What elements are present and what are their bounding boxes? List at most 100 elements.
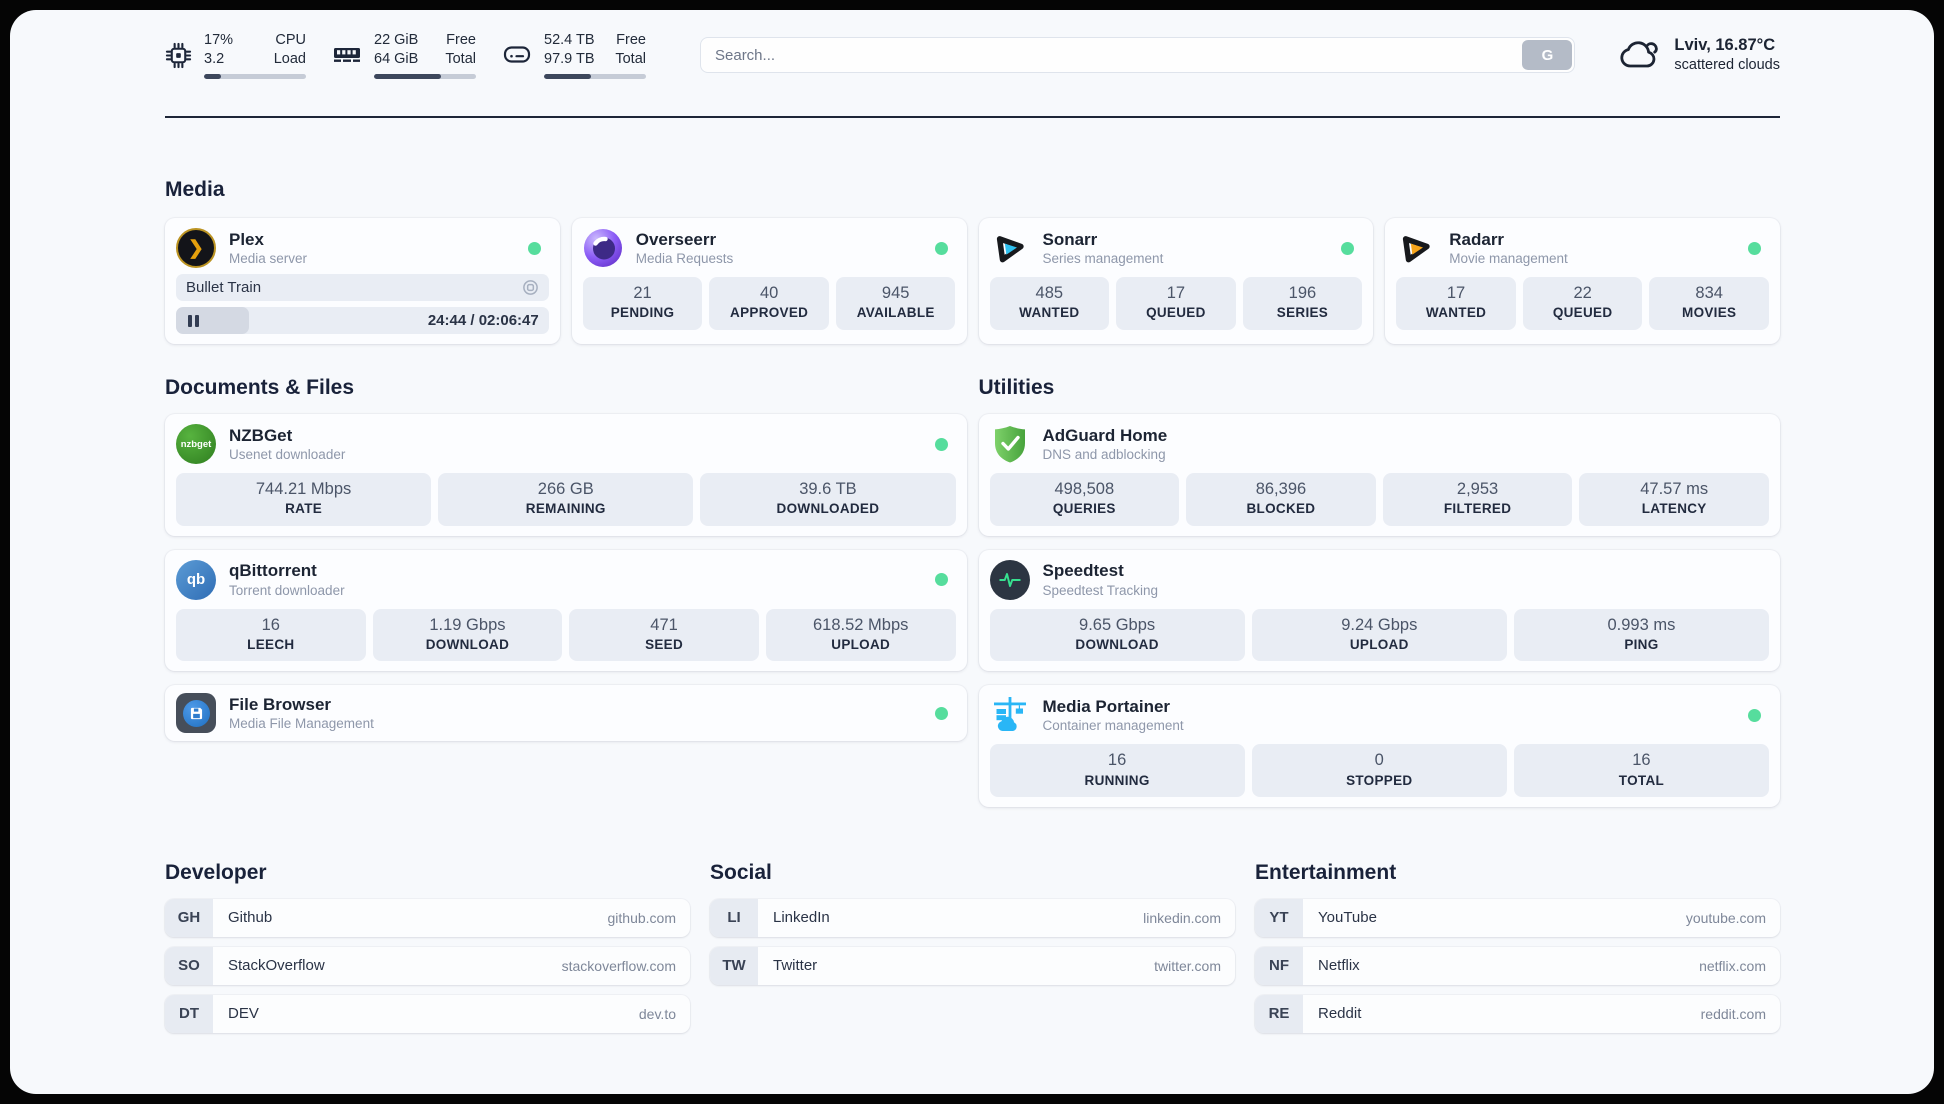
status-online-dot bbox=[1748, 241, 1761, 255]
cpu-icon bbox=[165, 42, 192, 69]
section-title-media: Media bbox=[165, 178, 225, 201]
app-name: Sonarr bbox=[1042, 229, 1098, 249]
ram-total-label: Total bbox=[445, 51, 476, 67]
link-tag: TW bbox=[710, 946, 758, 985]
ram-progress-fill bbox=[374, 73, 442, 79]
app-subtitle: Movie management bbox=[1449, 250, 1568, 266]
ram-metric: 22 GiB 64 GiB Free Total bbox=[332, 31, 476, 79]
nzbget-card[interactable]: nzbget NZBGet Usenet downloader 744.21 M… bbox=[165, 414, 967, 536]
weather-condition: scattered clouds bbox=[1674, 57, 1780, 74]
link-tag: GH bbox=[165, 898, 213, 937]
stat-box: 40 APPROVED bbox=[709, 277, 829, 330]
adguard-card[interactable]: AdGuard Home DNS and adblocking 498,508 Q… bbox=[978, 414, 1780, 536]
stat-box: 1.19 Gbps DOWNLOAD bbox=[372, 608, 563, 662]
ram-icon bbox=[332, 43, 362, 67]
social-links: LI LinkedIn linkedin.com TW Twitter twit… bbox=[710, 898, 1235, 995]
stat-box: 9.65 Gbps DOWNLOAD bbox=[989, 608, 1245, 662]
app-subtitle: Media server bbox=[229, 250, 308, 266]
portainer-card[interactable]: Media Portainer Container management 16 R… bbox=[978, 685, 1780, 807]
pause-icon[interactable] bbox=[188, 314, 199, 327]
disk-free-value: 52.4 TB bbox=[544, 32, 595, 49]
link-reddit[interactable]: RE Reddit reddit.com bbox=[1255, 994, 1780, 1033]
stat-box: 17 QUEUED bbox=[1116, 277, 1236, 330]
status-online-dot bbox=[1341, 241, 1355, 255]
link-tag: RE bbox=[1255, 994, 1303, 1033]
adguard-icon bbox=[990, 424, 1030, 464]
weather-widget: Lviv, 16.87°C scattered clouds bbox=[1617, 35, 1780, 75]
cpu-progress-track bbox=[204, 73, 306, 79]
link-tag: YT bbox=[1255, 898, 1303, 937]
now-playing-title: Bullet Train bbox=[186, 279, 262, 296]
cpu-progress-fill bbox=[204, 73, 222, 79]
dashboard-panel: 17% 3.2 CPU Load 22 GiB 64 GiB Free Total bbox=[10, 10, 1934, 1094]
link-dev[interactable]: DT DEV dev.to bbox=[165, 994, 690, 1033]
status-online-dot bbox=[934, 573, 948, 587]
app-name: Media Portainer bbox=[1042, 696, 1171, 716]
cpu-label: CPU bbox=[275, 32, 306, 49]
stat-box: 0 STOPPED bbox=[1251, 744, 1507, 797]
qbittorrent-icon: qb bbox=[176, 559, 216, 600]
now-playing-target-icon[interactable] bbox=[522, 279, 539, 296]
playback-time: 24:44 / 02:06:47 bbox=[427, 312, 539, 329]
link-netflix[interactable]: NF Netflix netflix.com bbox=[1255, 946, 1780, 985]
link-tag: DT bbox=[165, 994, 213, 1033]
stat-box: 22 QUEUED bbox=[1522, 277, 1643, 330]
link-twitter[interactable]: TW Twitter twitter.com bbox=[710, 946, 1235, 985]
plex-icon: ❯ bbox=[176, 228, 216, 268]
section-title-entertainment: Entertainment bbox=[1255, 860, 1397, 884]
stat-box: 21 PENDING bbox=[582, 277, 703, 330]
stat-box: 498,508 QUERIES bbox=[989, 473, 1180, 526]
app-subtitle: Series management bbox=[1042, 250, 1164, 266]
stat-box: 485 WANTED bbox=[989, 277, 1110, 330]
app-subtitle: DNS and adblocking bbox=[1042, 446, 1166, 462]
radarr-card[interactable]: Radarr Movie management 17 WANTED 22 QUEUE… bbox=[1385, 218, 1780, 344]
stat-box: 0.993 ms PING bbox=[1513, 608, 1770, 662]
app-name: Radarr bbox=[1449, 229, 1505, 249]
overseerr-icon bbox=[583, 228, 623, 268]
disk-free-label: Free bbox=[616, 32, 646, 49]
disk-icon bbox=[502, 43, 532, 67]
sonarr-card[interactable]: Sonarr Series management 485 WANTED 17 QUE… bbox=[978, 218, 1374, 344]
app-subtitle: Container management bbox=[1042, 718, 1184, 734]
link-tag: LI bbox=[710, 898, 758, 937]
entertainment-links: YT YouTube youtube.com NF Netflix netfli… bbox=[1255, 898, 1780, 1043]
app-name: Overseerr bbox=[635, 229, 717, 249]
stat-box: 47.57 ms LATENCY bbox=[1579, 473, 1769, 526]
filebrowser-card[interactable]: File Browser Media File Management bbox=[165, 685, 967, 742]
disk-total-value: 97.9 TB bbox=[544, 51, 595, 67]
speedtest-card[interactable]: Speedtest Speedtest Tracking 9.65 Gbps DO… bbox=[978, 549, 1780, 672]
section-title-utilities: Utilities bbox=[978, 376, 1055, 399]
stat-box: 834 MOVIES bbox=[1649, 277, 1769, 330]
stat-box: 16 TOTAL bbox=[1513, 744, 1770, 797]
section-title-developer: Developer bbox=[165, 860, 267, 884]
stat-box: 9.24 Gbps UPLOAD bbox=[1251, 608, 1507, 662]
search-input[interactable] bbox=[700, 37, 1576, 73]
playback-seek-bar[interactable]: 24:44 / 02:06:47 bbox=[176, 307, 549, 334]
app-subtitle: Torrent downloader bbox=[229, 582, 345, 598]
search-engine-button[interactable]: G bbox=[1522, 40, 1573, 70]
link-linkedin[interactable]: LI LinkedIn linkedin.com bbox=[710, 898, 1235, 937]
stat-box: 17 WANTED bbox=[1396, 277, 1516, 330]
stat-box: 39.6 TB DOWNLOADED bbox=[700, 473, 956, 526]
link-github[interactable]: GH Github github.com bbox=[165, 898, 690, 937]
app-name: Plex bbox=[229, 229, 264, 249]
now-playing-row: Bullet Train bbox=[176, 274, 549, 301]
app-subtitle: Usenet downloader bbox=[229, 446, 346, 462]
status-online-dot bbox=[934, 706, 948, 720]
speedtest-icon bbox=[989, 559, 1030, 600]
app-name: Speedtest bbox=[1042, 561, 1124, 581]
stat-box: 16 RUNNING bbox=[989, 744, 1245, 797]
stat-box: 196 SERIES bbox=[1242, 277, 1363, 330]
floppy-icon bbox=[190, 707, 202, 719]
section-title-social: Social bbox=[710, 860, 772, 884]
qbittorrent-card[interactable]: qb qBittorrent Torrent downloader 16 LEEC… bbox=[165, 549, 967, 672]
link-youtube[interactable]: YT YouTube youtube.com bbox=[1255, 898, 1780, 937]
link-stackoverflow[interactable]: SO StackOverflow stackoverflow.com bbox=[165, 946, 690, 985]
overseerr-card[interactable]: Overseerr Media Requests 21 PENDING 40 APP… bbox=[571, 218, 967, 344]
plex-card[interactable]: ❯ Plex Media server Bullet Train 24:44 bbox=[165, 218, 560, 344]
app-subtitle: Speedtest Tracking bbox=[1042, 582, 1159, 598]
app-subtitle: Media Requests bbox=[635, 250, 734, 266]
stat-box: 945 AVAILABLE bbox=[835, 277, 956, 330]
app-name: qBittorrent bbox=[229, 561, 317, 581]
